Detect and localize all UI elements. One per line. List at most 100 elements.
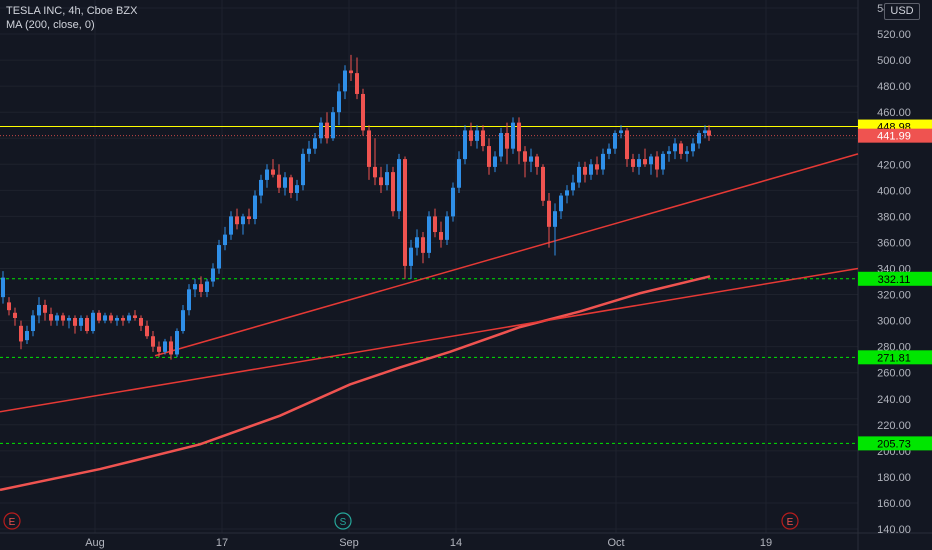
candle-body (265, 169, 269, 180)
candle-body (637, 159, 641, 167)
candle-body (391, 172, 395, 212)
candle-body (607, 148, 611, 154)
candle-body (355, 73, 359, 94)
candle-body (37, 304, 41, 316)
candle-body (175, 331, 179, 355)
candle-body (181, 310, 185, 332)
event-marker[interactable]: E (781, 512, 799, 530)
price-tick-label: 520.00 (877, 29, 911, 41)
candle-body (613, 133, 617, 149)
candle-body (79, 317, 83, 326)
candle-body (193, 284, 197, 290)
candle-body (361, 93, 365, 131)
candle-body (493, 156, 497, 167)
candle-body (367, 130, 371, 167)
candle-body (289, 177, 293, 193)
price-tick-label: 180.00 (877, 472, 911, 484)
candle-body (217, 245, 221, 269)
candle-body (61, 315, 65, 321)
candle-body (199, 284, 203, 292)
time-tick-label: 19 (760, 537, 772, 549)
candle-body (565, 190, 569, 196)
candle-body (433, 216, 437, 233)
event-marker-label: S (340, 517, 347, 528)
candle-body (229, 216, 233, 235)
trend-line (154, 153, 859, 357)
candlestick-series (1, 54, 711, 360)
event-marker[interactable]: E (3, 512, 21, 530)
candle-body (445, 216, 449, 240)
candle-body (673, 143, 677, 152)
candle-body (343, 70, 347, 92)
time-tick-label: Aug (85, 537, 105, 549)
price-tick-label: 400.00 (877, 185, 911, 197)
candle-body (415, 237, 419, 248)
candle-body (253, 195, 257, 220)
candle-body (337, 91, 341, 113)
trend-line (0, 267, 859, 413)
time-axis[interactable]: Aug 17 Sep 14 Oct 19 (85, 537, 772, 549)
price-tick-label: 460.00 (877, 107, 911, 119)
candle-body (373, 166, 377, 178)
candle-body (421, 237, 425, 253)
candle-body (469, 130, 473, 141)
candle-body (553, 211, 557, 227)
price-tick-label: 500.00 (877, 55, 911, 67)
candle-body (109, 315, 113, 321)
candle-body (205, 281, 209, 292)
price-axis[interactable]: 140.00160.00180.00200.00220.00240.00260.… (877, 3, 911, 536)
candle-body (649, 156, 653, 165)
event-marker[interactable]: S (334, 512, 352, 530)
moving-average-200 (0, 275, 711, 492)
candle-body (379, 177, 383, 186)
event-marker-circle (3, 512, 21, 530)
price-tag-background (858, 436, 932, 451)
candle-body (625, 130, 629, 160)
price-tag-label: 205.73 (877, 438, 911, 450)
candle-body (55, 315, 59, 321)
candle-body (403, 159, 407, 266)
trend-lines (0, 153, 859, 413)
event-marker-circle (334, 512, 352, 530)
symbol-title[interactable]: TESLA INC, 4h, Cboe BZX (6, 5, 138, 17)
candle-body (631, 159, 635, 167)
price-tag-label: 271.81 (877, 352, 911, 364)
candle-body (241, 216, 245, 225)
candle-body (85, 317, 89, 332)
candle-body (457, 159, 461, 188)
candle-body (643, 159, 647, 165)
candle-body (529, 156, 533, 162)
candle-body (25, 331, 29, 341)
currency-button[interactable]: USD (884, 3, 920, 20)
indicator-title[interactable]: MA (200, close, 0) (6, 19, 95, 31)
candle-body (91, 312, 95, 332)
candle-body (301, 153, 305, 186)
candle-body (667, 151, 671, 154)
candle-body (559, 195, 563, 212)
candle-body (325, 122, 329, 139)
candle-body (697, 133, 701, 144)
candle-body (331, 112, 335, 139)
candle-body (31, 315, 35, 332)
candle-body (679, 143, 683, 154)
candle-body (463, 130, 467, 160)
price-tick-label: 480.00 (877, 81, 911, 93)
price-tick-label: 360.00 (877, 237, 911, 249)
candle-body (451, 187, 455, 217)
candle-body (511, 122, 515, 149)
candle-body (499, 133, 503, 157)
candle-body (43, 304, 47, 313)
candle-body (13, 312, 17, 318)
candle-body (1, 277, 5, 298)
candle-body (589, 164, 593, 175)
candle-body (409, 247, 413, 266)
candle-body (271, 169, 275, 175)
candle-body (151, 336, 155, 347)
candle-body (163, 341, 167, 352)
candle-body (397, 159, 401, 212)
candle-body (685, 151, 689, 154)
